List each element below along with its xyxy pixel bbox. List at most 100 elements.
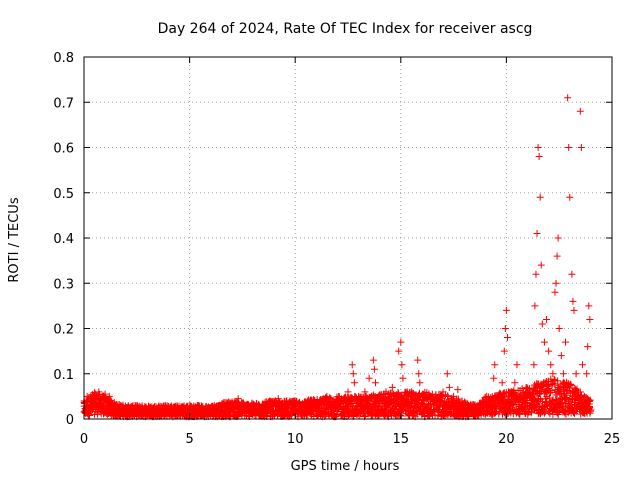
data-point	[568, 270, 576, 278]
data-point	[490, 374, 498, 382]
x-tick-label: 10	[287, 432, 304, 447]
data-point	[554, 410, 562, 418]
data-point	[555, 407, 563, 415]
y-tick-label: 0.8	[53, 51, 74, 66]
data-point	[530, 361, 538, 369]
data-point	[349, 370, 357, 378]
data-point	[511, 379, 519, 387]
x-tick-label: 5	[185, 432, 193, 447]
data-point	[369, 356, 377, 364]
data-point	[365, 374, 373, 382]
data-point	[498, 379, 506, 387]
data-point	[533, 229, 541, 237]
x-tick-label: 20	[498, 432, 515, 447]
data-point	[555, 325, 563, 332]
data-point	[500, 347, 508, 355]
data-points	[80, 94, 595, 421]
data-point	[576, 107, 584, 115]
data-point	[491, 361, 499, 369]
data-point	[279, 399, 287, 407]
x-tick-label: 25	[604, 432, 621, 447]
data-point	[416, 379, 424, 387]
data-point	[371, 379, 379, 387]
data-point	[443, 370, 451, 378]
data-point	[564, 94, 572, 102]
data-point	[548, 386, 556, 394]
data-point	[341, 393, 349, 401]
data-point	[426, 392, 434, 400]
data-point	[361, 388, 369, 396]
data-point	[505, 388, 513, 396]
y-tick-label: 0.5	[53, 187, 74, 202]
data-point	[283, 397, 291, 405]
data-point	[167, 406, 175, 414]
data-point	[565, 144, 573, 151]
data-point	[198, 406, 206, 414]
data-point	[464, 401, 472, 409]
x-axis-label: GPS time / hours	[291, 459, 400, 474]
data-point	[578, 361, 586, 369]
data-point	[398, 361, 406, 369]
data-point	[586, 396, 594, 404]
data-point	[86, 404, 94, 412]
data-point	[537, 261, 545, 269]
data-point	[243, 401, 251, 409]
data-point	[501, 325, 509, 332]
data-point	[570, 409, 578, 417]
data-point	[103, 397, 111, 405]
data-point	[340, 395, 348, 403]
data-point	[381, 406, 389, 414]
data-point	[549, 370, 557, 378]
x-tick-label: 0	[80, 432, 88, 447]
data-point	[538, 320, 546, 328]
data-point	[407, 388, 415, 396]
data-point	[205, 406, 213, 414]
y-tick-label: 0	[66, 413, 74, 428]
data-point	[567, 381, 575, 389]
data-point	[566, 193, 574, 201]
data-point	[507, 400, 515, 408]
data-point	[414, 356, 422, 364]
data-point	[274, 395, 282, 403]
data-point	[513, 361, 521, 369]
data-point	[524, 401, 532, 409]
data-point	[211, 404, 219, 412]
data-point	[388, 406, 396, 414]
data-point	[450, 392, 458, 400]
data-point	[526, 384, 534, 392]
data-point	[370, 365, 378, 373]
data-point	[262, 401, 270, 409]
data-point	[298, 404, 306, 412]
data-point	[291, 401, 299, 409]
data-point	[540, 338, 548, 346]
data-point	[554, 234, 562, 242]
data-point	[581, 392, 589, 400]
data-point	[81, 408, 89, 416]
data-point	[388, 383, 396, 391]
data-point	[112, 401, 120, 409]
data-point	[91, 401, 99, 409]
data-point	[160, 406, 168, 414]
data-point	[135, 406, 143, 414]
data-point	[249, 404, 257, 412]
data-point	[471, 404, 479, 412]
data-point	[534, 144, 542, 151]
data-point	[398, 406, 406, 414]
data-point	[238, 399, 246, 407]
data-point	[266, 397, 274, 405]
grid-lines	[84, 57, 612, 419]
y-tick-label: 0.4	[53, 232, 74, 247]
data-point	[552, 279, 560, 287]
data-point	[445, 383, 453, 391]
data-point	[559, 370, 567, 378]
data-point	[557, 352, 565, 360]
data-point	[355, 392, 363, 400]
data-point	[570, 306, 578, 314]
data-point	[234, 395, 242, 403]
chart-title: Day 264 of 2024, Rate Of TEC Index for r…	[158, 21, 533, 37]
data-point	[458, 397, 466, 405]
data-point	[551, 288, 559, 296]
data-point	[317, 399, 325, 407]
data-point	[344, 388, 352, 396]
y-axis-ticks: 0 0.1 0.2 0.3 0.4 0.5 0.6 0.7 0.8	[53, 51, 612, 428]
